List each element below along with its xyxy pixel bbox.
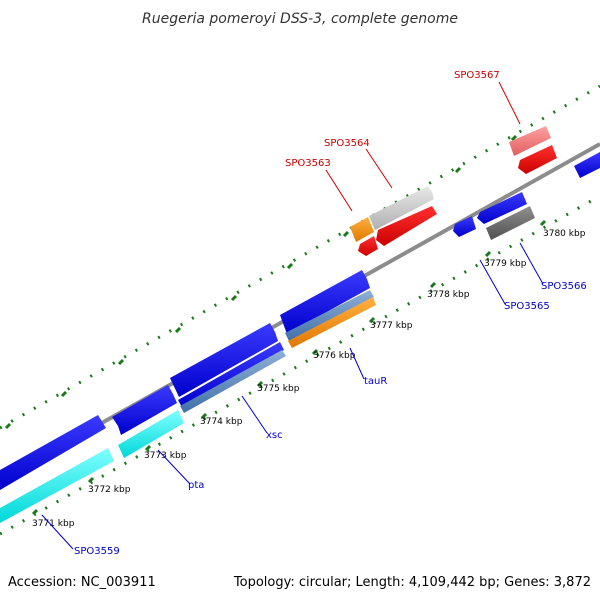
label-leaders [41, 81, 544, 550]
tick-mark [256, 380, 264, 388]
tick-mark [144, 444, 152, 452]
outer-dotted-ring [0, 84, 600, 430]
tick-labels: 3771 kbp 3772 kbp 3773 kbp 3774 kbp 3775… [32, 229, 586, 529]
leader-line [479, 259, 506, 305]
gene-label[interactable]: SPO3565 [504, 301, 550, 312]
tick-mark [454, 166, 462, 174]
gene-arrow[interactable] [0, 415, 106, 490]
map-title: Ruegeria pomeroyi DSS-3, complete genome [142, 11, 458, 27]
gene-arrow[interactable] [178, 342, 284, 409]
leader-line [349, 347, 365, 380]
tick-label: 3771 kbp [32, 519, 75, 529]
gene-arrow[interactable] [509, 126, 551, 156]
tick-mark [4, 422, 12, 430]
tick-mark [286, 262, 294, 270]
inner-dotted-ring [0, 194, 600, 536]
gene-arrow[interactable] [170, 323, 278, 397]
tick-label: 3774 kbp [200, 417, 243, 427]
tick-mark [510, 134, 518, 142]
tick-mark [117, 358, 125, 366]
gene-label[interactable]: SPO3567 [454, 70, 500, 81]
tick-label: 3772 kbp [88, 485, 131, 495]
leader-line [157, 449, 191, 485]
tick-label: 3777 kbp [370, 321, 413, 331]
tick-mark [174, 326, 182, 334]
gene-arrow[interactable] [369, 186, 434, 230]
gene-arrow[interactable] [350, 217, 374, 242]
forward-strand-genes [0, 126, 600, 490]
tick-label: 3773 kbp [144, 451, 187, 461]
tick-mark [311, 348, 319, 356]
gene-arrow[interactable] [180, 350, 286, 413]
gene-arrow[interactable] [518, 145, 557, 174]
tick-mark [87, 476, 95, 484]
gene-arrow[interactable] [453, 216, 476, 237]
gene-arrow[interactable] [574, 152, 600, 178]
tick-mark [200, 412, 208, 420]
gene-arrow[interactable] [118, 410, 184, 458]
tick-mark [31, 508, 39, 516]
tick-label: 3779 kbp [484, 259, 527, 269]
gene-arrow[interactable] [285, 290, 374, 341]
gene-arrow[interactable] [376, 206, 437, 246]
gene-arrow[interactable] [288, 297, 376, 348]
tick-mark [484, 250, 492, 258]
gene-arrow[interactable] [358, 236, 378, 256]
leader-line [519, 242, 544, 285]
tick-mark [342, 230, 350, 238]
leader-line [365, 148, 393, 189]
tick-label: 3778 kbp [427, 290, 470, 300]
reverse-strand-genes [0, 145, 557, 523]
genome-summary: Topology: circular; Length: 4,109,442 bp… [233, 575, 591, 590]
gene-arrow[interactable] [477, 192, 527, 224]
major-ticks [31, 219, 547, 516]
gene-label[interactable]: xsc [266, 430, 283, 441]
tick-mark [230, 294, 238, 302]
leader-line [498, 81, 521, 125]
gene-label[interactable]: SPO3563 [285, 158, 331, 169]
tick-label: 3776 kbp [313, 351, 356, 361]
gene-labels: SPO3559 pta xsc tauR SPO3565 SPO3566 SPO… [74, 70, 587, 557]
gene-label[interactable]: tauR [364, 376, 387, 387]
gene-arrow[interactable] [112, 385, 177, 435]
gene-label[interactable]: SPO3559 [74, 546, 120, 557]
gene-label[interactable]: pta [188, 480, 204, 491]
tick-mark [60, 390, 68, 398]
gene-arrow[interactable] [280, 270, 370, 334]
tick-label: 3775 kbp [257, 384, 300, 394]
gene-arrow[interactable] [486, 206, 535, 240]
leader-line [325, 169, 353, 212]
accession-label: Accession: NC_003911 [8, 575, 156, 590]
tick-mark [539, 219, 547, 227]
gene-label[interactable]: SPO3566 [541, 281, 587, 292]
leader-line [241, 395, 268, 434]
tick-mark [429, 281, 437, 289]
tick-label: 3780 kbp [543, 229, 586, 239]
gene-arrow[interactable] [0, 448, 114, 523]
gene-label[interactable]: SPO3564 [324, 138, 370, 149]
tick-mark [368, 316, 376, 324]
leader-line [41, 514, 74, 550]
